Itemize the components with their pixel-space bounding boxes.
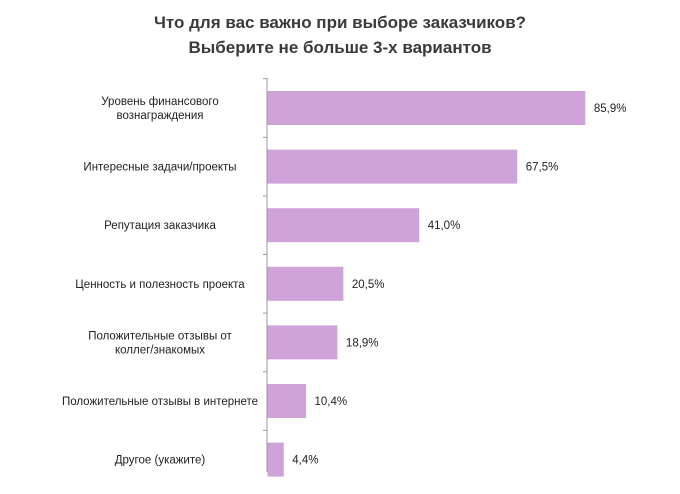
category-label-line: коллег/знакомых xyxy=(115,344,205,356)
bar xyxy=(267,384,306,418)
value-label: 4,4% xyxy=(292,455,318,467)
category-label-line: Уровень финансового xyxy=(101,96,218,108)
category-label: Репутация заказчика xyxy=(104,220,216,232)
category-label-line: вознаграждения xyxy=(116,110,203,122)
bar xyxy=(267,442,284,477)
bar xyxy=(267,149,518,184)
value-label: 41,0% xyxy=(428,220,461,232)
category-label-line: Другое (укажите) xyxy=(115,455,206,467)
chart-title-line-1: Что для вас важно при выборе заказчиков? xyxy=(153,13,527,32)
category-label-line: Положительные отзывы в интернете xyxy=(62,396,258,408)
category-label-line: Интересные задачи/проекты xyxy=(83,162,236,174)
bar xyxy=(267,208,420,243)
value-label: 85,9% xyxy=(594,103,627,115)
category-label-line: Положительные отзывы от xyxy=(88,330,232,342)
bar xyxy=(267,325,338,360)
category-label: Уровень финансового вознаграждения xyxy=(101,96,218,122)
category-label: Положительные отзывы в интернете xyxy=(62,396,258,408)
category-label: Ценность и полезность проекта xyxy=(75,279,245,291)
bar xyxy=(267,266,344,301)
value-label: 18,9% xyxy=(346,337,379,349)
category-label: Положительные отзывы от коллег/знакомых xyxy=(88,330,232,356)
category-label-line: Репутация заказчика xyxy=(104,220,216,232)
category-label: Интересные задачи/проекты xyxy=(83,162,236,174)
category-label-line: Ценность и полезность проекта xyxy=(75,279,245,291)
category-label: Другое (укажите) xyxy=(115,455,206,467)
chart-title-line-2: Выберите не больше 3-х вариантов xyxy=(188,38,492,57)
bar xyxy=(267,91,586,125)
chart-title: Что для вас важно при выборе заказчиков?… xyxy=(0,10,680,60)
value-label: 20,5% xyxy=(352,279,385,291)
value-label: 67,5% xyxy=(526,162,559,174)
value-label: 10,4% xyxy=(314,396,347,408)
